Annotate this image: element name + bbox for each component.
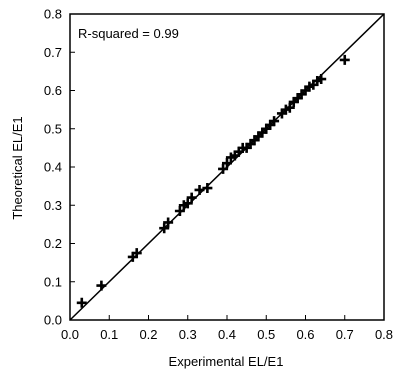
y-tick-label: 0.3 <box>44 198 62 213</box>
data-point-marker <box>218 163 229 174</box>
data-point-marker <box>202 183 213 194</box>
data-points <box>76 54 350 308</box>
plot-frame <box>69 13 385 321</box>
y-axis-ticks: 0.0 0.1 0.2 0.3 0.4 0.5 0.6 0.7 0.8 <box>44 7 75 328</box>
data-point-marker <box>339 54 350 65</box>
x-axis-title: Experimental EL/E1 <box>169 354 284 369</box>
y-tick-label: 0.7 <box>44 45 62 60</box>
x-tick-label: 0.3 <box>179 327 197 342</box>
y-tick-label: 0.1 <box>44 274 62 289</box>
data-point-marker <box>76 297 87 308</box>
x-tick-label: 0.7 <box>336 327 354 342</box>
data-point-marker <box>194 184 205 195</box>
y-tick-label: 0.0 <box>44 313 62 328</box>
y-axis-title-group: Theoretical EL/E1 <box>10 116 25 219</box>
y-tick-label: 0.6 <box>44 83 62 98</box>
data-point-marker <box>182 198 193 209</box>
x-tick-label: 0.4 <box>218 327 236 342</box>
data-point-marker <box>186 192 197 203</box>
x-tick-label: 0.1 <box>100 327 118 342</box>
data-point-marker <box>284 102 295 113</box>
x-tick-label: 0.8 <box>375 327 393 342</box>
data-point-marker <box>316 74 327 85</box>
r-squared-annotation: R-squared = 0.99 <box>78 26 179 41</box>
data-point-marker <box>131 248 142 259</box>
data-point-marker <box>159 223 170 234</box>
y-tick-label: 0.2 <box>44 236 62 251</box>
data-point-marker <box>163 217 174 228</box>
data-point-marker <box>96 280 107 291</box>
x-axis-ticks: 0.0 0.1 0.2 0.3 0.4 0.5 0.6 0.7 0.8 <box>61 315 393 342</box>
data-point-marker <box>269 116 280 127</box>
x-tick-label: 0.2 <box>139 327 157 342</box>
y-tick-label: 0.8 <box>44 7 62 22</box>
x-tick-label: 0.0 <box>61 327 79 342</box>
y-tick-label: 0.5 <box>44 121 62 136</box>
data-point-marker <box>174 205 185 216</box>
x-tick-label: 0.6 <box>296 327 314 342</box>
y-tick-label: 0.4 <box>44 160 62 175</box>
data-point-marker <box>222 158 232 169</box>
x-tick-label: 0.5 <box>257 327 275 342</box>
y-axis-title: Theoretical EL/E1 <box>10 116 25 219</box>
